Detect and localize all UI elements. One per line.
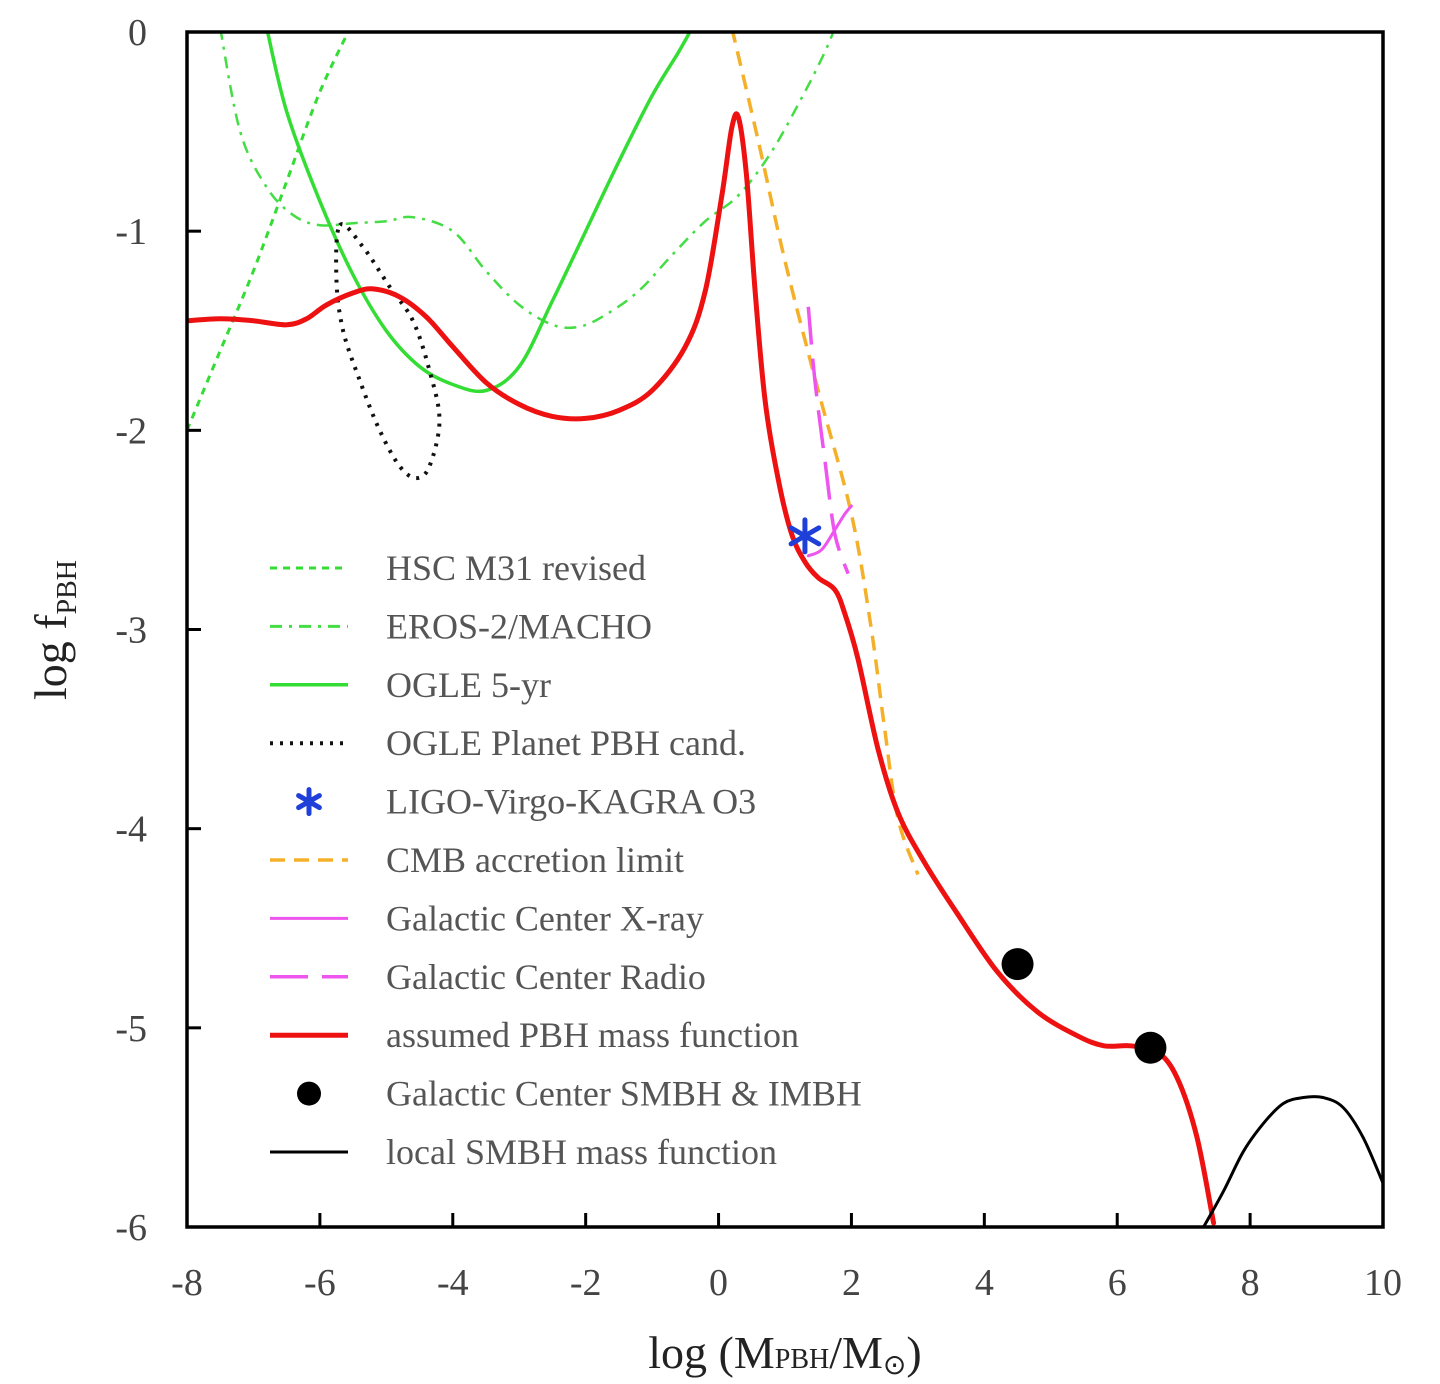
legend-label-cmb-accretion-limit: CMB accretion limit bbox=[386, 840, 684, 880]
x-tick-label-10: 10 bbox=[1364, 1262, 1402, 1304]
x-axis-title-suffix: ) bbox=[906, 1327, 921, 1378]
x-tick-label-6: 6 bbox=[1108, 1262, 1127, 1304]
legend-swatch-ligo-virgo-kagra-o3 bbox=[296, 787, 322, 817]
markers bbox=[788, 517, 1167, 1064]
legend-label-eros-2-macho: EROS-2/MACHO bbox=[386, 606, 652, 646]
ticks: -8 -6 -4 -2 0 2 4 6 8 10 0 -1 -2 -3 -4 -5 -6 bbox=[115, 12, 1402, 1304]
cmb-accretion-limit-line bbox=[730, 32, 920, 876]
local-smbh-mass-function-line bbox=[1202, 1095, 1383, 1227]
x-axis-title: log (MPBH/M⊙) bbox=[648, 1327, 921, 1381]
y-tick-label-0: 0 bbox=[128, 12, 147, 54]
y-tick-label--1: -1 bbox=[115, 211, 147, 253]
legend-label-local-smbh-mass-function: local SMBH mass function bbox=[386, 1132, 777, 1172]
legend: HSC M31 revised EROS-2/MACHO OGLE 5-yr OGLE… bbox=[270, 548, 862, 1172]
x-tick-label-8: 8 bbox=[1241, 1262, 1260, 1304]
x-tick-label-2: 2 bbox=[842, 1262, 861, 1304]
ligo-virgo-kagra-o3-marker-0 bbox=[788, 517, 822, 555]
legend-label-hsc-m31-revised: HSC M31 revised bbox=[386, 548, 646, 588]
legend-label-assumed-pbh-mass-function: assumed PBH mass function bbox=[386, 1015, 799, 1055]
legend-label-ogle-5-yr: OGLE 5-yr bbox=[386, 665, 551, 705]
galactic-center-smbh-imbh-point-1 bbox=[1134, 1031, 1167, 1064]
x-tick-label--2: -2 bbox=[570, 1262, 602, 1304]
assumed-pbh-mass-function-line bbox=[187, 111, 1217, 1226]
legend-swatch-galactic-center-smbh-imbh bbox=[297, 1081, 321, 1106]
galactic-center-smbh-imbh-point-0 bbox=[1001, 948, 1034, 981]
y-axis-title-prefix: log f bbox=[25, 614, 76, 700]
x-tick-label-0: 0 bbox=[709, 1262, 728, 1304]
legend-label-galactic-center-smbh-imbh: Galactic Center SMBH & IMBH bbox=[386, 1074, 862, 1114]
galactic-center-radio-line bbox=[806, 306, 850, 575]
x-axis-title-sub2: ⊙ bbox=[883, 1350, 906, 1381]
x-axis-title-mid: /M bbox=[829, 1327, 883, 1378]
y-tick-label--4: -4 bbox=[115, 809, 147, 851]
y-axis-title-sub: PBH bbox=[52, 560, 83, 614]
x-axis-title-sub1: PBH bbox=[775, 1344, 829, 1375]
x-tick-label--4: -4 bbox=[437, 1262, 469, 1304]
hsc-m31-revised-line bbox=[187, 32, 350, 431]
eros-2-macho-line bbox=[219, 32, 835, 330]
y-tick-label--6: -6 bbox=[115, 1207, 147, 1249]
legend-label-galactic-center-radio: Galactic Center Radio bbox=[386, 957, 706, 997]
ogle-5-yr-line bbox=[265, 32, 692, 394]
y-tick-label--5: -5 bbox=[115, 1008, 147, 1050]
legend-label-galactic-center-x-ray: Galactic Center X-ray bbox=[386, 898, 704, 938]
x-tick-label-4: 4 bbox=[975, 1262, 994, 1304]
legend-label-ogle-planet-pbh-cand: OGLE Planet PBH cand. bbox=[386, 723, 746, 763]
x-tick-label--6: -6 bbox=[304, 1262, 336, 1304]
y-tick-label--2: -2 bbox=[115, 410, 147, 452]
legend-label-ligo-virgo-kagra-o3: LIGO-Virgo-KAGRA O3 bbox=[386, 782, 756, 822]
plot-lines bbox=[187, 32, 1383, 1227]
y-axis-title: log fPBH bbox=[25, 560, 83, 700]
y-tick-label--3: -3 bbox=[115, 610, 147, 652]
x-tick-label--8: -8 bbox=[171, 1262, 203, 1304]
x-axis-title-prefix: log (M bbox=[648, 1327, 775, 1378]
